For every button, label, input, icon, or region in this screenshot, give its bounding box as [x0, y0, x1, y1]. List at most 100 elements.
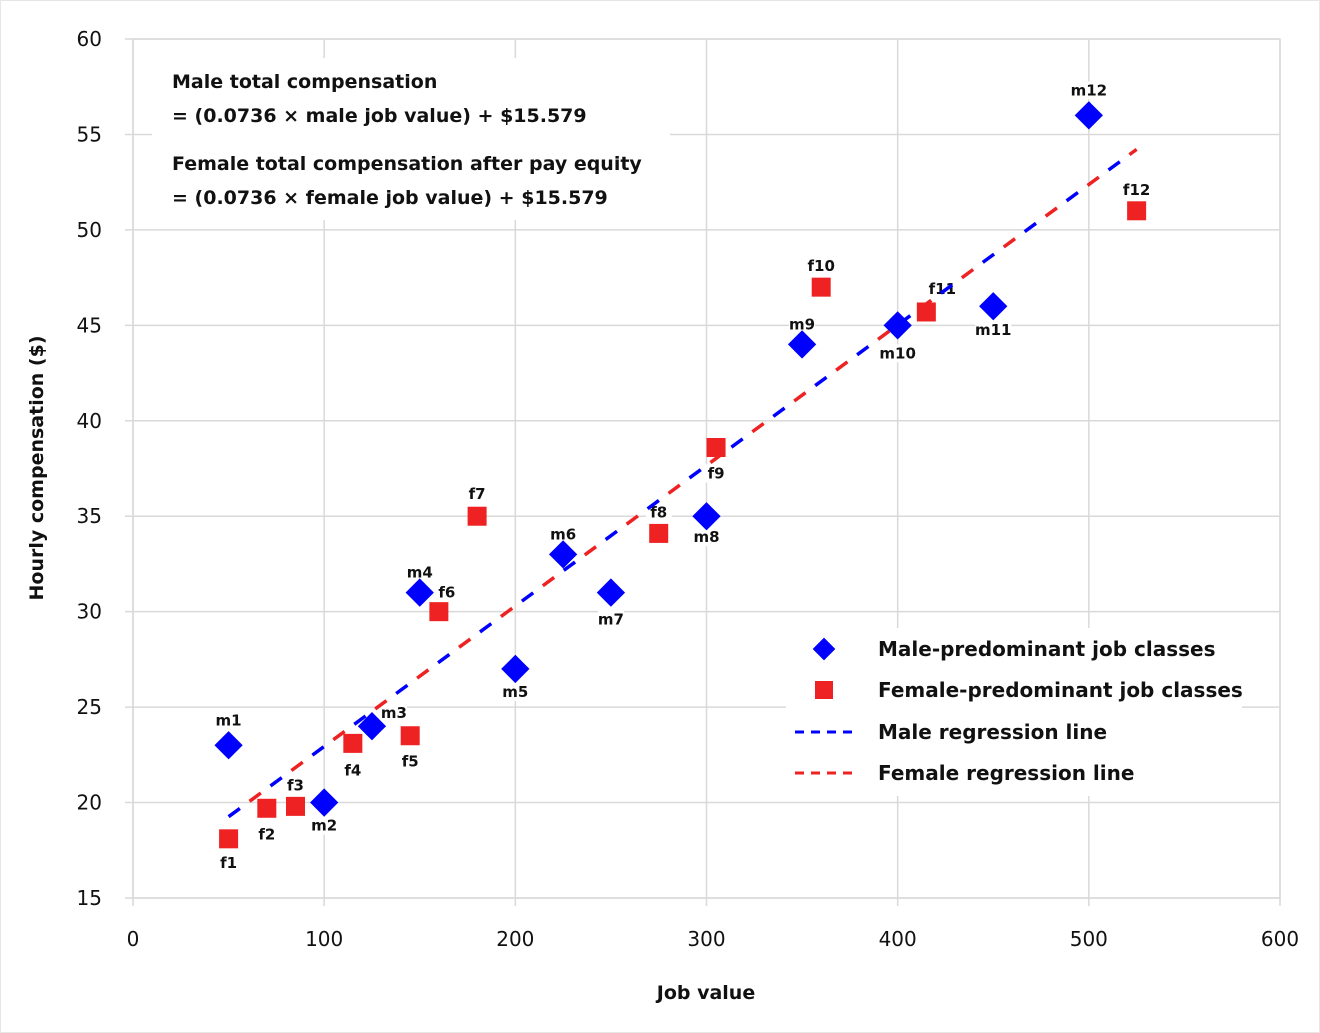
point-label-bg	[502, 682, 529, 701]
y-tick-labels: 15 20 25 30 35 40 45 50 55 60	[77, 27, 102, 910]
x-tick-labels: 0 100 200 300 400 500 600	[127, 927, 1299, 951]
point-label-bg	[693, 528, 720, 547]
point-label: m10	[879, 344, 916, 362]
point-label: m6	[550, 525, 576, 543]
point-label: f6	[438, 584, 455, 602]
female-point-f10[interactable]	[811, 277, 831, 297]
point-label-bg	[397, 752, 424, 771]
y-tick-label: 55	[77, 122, 102, 146]
point-label-bg	[464, 485, 491, 504]
point-label-bg	[879, 344, 916, 363]
female-point-f6[interactable]	[429, 602, 449, 622]
male-point-m6[interactable]	[548, 540, 578, 569]
y-tick-label: 15	[77, 886, 102, 910]
legend-item-female-points[interactable]: Female-predominant job classes	[815, 678, 1243, 702]
point-label-bg	[803, 257, 840, 276]
point-label-bg	[311, 816, 338, 835]
legend: Male-predominant job classes Female-pred…	[786, 628, 1243, 796]
point-label: f5	[402, 753, 419, 771]
male-point-m2[interactable]	[310, 788, 339, 817]
point-label-bg	[282, 776, 309, 795]
equation-annotation: Male total compensation = (0.0736 × male…	[152, 58, 670, 220]
point-label-bg	[1070, 81, 1107, 100]
y-tick-label: 40	[77, 409, 102, 433]
y-tick-label: 25	[77, 695, 102, 719]
female-point-f4[interactable]	[343, 733, 363, 753]
y-tick-label: 45	[77, 313, 102, 337]
point-label-bg	[433, 583, 460, 602]
male-regression-line	[227, 147, 1138, 819]
point-label-bg	[215, 853, 242, 872]
x-tick-label: 100	[305, 927, 343, 951]
female-point-f12[interactable]	[1127, 201, 1147, 221]
point-label: f11	[929, 280, 956, 298]
point-label: f8	[650, 503, 667, 521]
male-point-m11[interactable]	[979, 292, 1008, 321]
female-point-f7[interactable]	[467, 506, 487, 526]
male-point-m1[interactable]	[214, 731, 243, 760]
male-point-m3[interactable]	[357, 712, 387, 741]
legend-item-male-line[interactable]: Male regression line	[795, 720, 1107, 744]
data-points	[214, 101, 1147, 849]
regression-lines	[227, 147, 1138, 819]
point-label: m3	[381, 704, 407, 722]
female-point-f9[interactable]	[706, 438, 726, 458]
point-label: m9	[789, 315, 815, 333]
square-marker-icon	[815, 681, 833, 699]
plot-area-border	[132, 38, 1281, 899]
y-tick-label: 35	[77, 504, 102, 528]
female-equation-title: Female total compensation after pay equi…	[172, 153, 642, 175]
male-equation-formula: = (0.0736 × male job value) + $15.579	[172, 105, 587, 127]
legend-label-male-line: Male regression line	[878, 720, 1107, 744]
male-point-m7[interactable]	[596, 578, 626, 607]
point-label-bg	[253, 825, 280, 844]
point-label-bg	[597, 610, 624, 629]
point-label: f4	[344, 761, 361, 779]
female-point-f11[interactable]	[916, 302, 936, 322]
male-point-m9[interactable]	[787, 330, 817, 359]
legend-label-female-line: Female regression line	[878, 761, 1134, 785]
x-tick-label: 300	[687, 927, 725, 951]
point-label: f3	[287, 776, 304, 794]
x-tick-label: 0	[127, 927, 140, 951]
female-point-f1[interactable]	[219, 829, 239, 849]
point-label-bg	[215, 711, 242, 730]
point-label-bg	[789, 315, 816, 334]
female-point-f8[interactable]	[649, 523, 669, 543]
point-label: f9	[708, 465, 725, 483]
female-point-f2[interactable]	[257, 798, 277, 818]
male-point-m4[interactable]	[405, 578, 434, 607]
legend-item-female-line[interactable]: Female regression line	[795, 761, 1134, 785]
x-tick-label: 400	[879, 927, 917, 951]
female-regression-line	[227, 147, 1138, 819]
point-label: m8	[693, 528, 719, 546]
point-label: f1	[220, 854, 237, 872]
female-equation-formula: = (0.0736 × female job value) + $15.579	[172, 187, 608, 209]
point-label: m7	[598, 611, 624, 629]
point-label-bg	[703, 464, 730, 483]
y-tick-label: 30	[77, 600, 102, 624]
male-point-m12[interactable]	[1074, 101, 1103, 130]
male-point-m5[interactable]	[501, 654, 530, 684]
point-label: m1	[216, 711, 242, 729]
male-point-m8[interactable]	[692, 502, 721, 531]
legend-label-female-points: Female-predominant job classes	[878, 678, 1243, 702]
point-label: m12	[1071, 81, 1108, 99]
point-label-bg	[645, 503, 672, 522]
y-tick-label: 50	[77, 218, 102, 242]
point-labels: m1 m2 m3 m4 m5 m6 m7 m8 m9 m10 m11 m12 f1 f2 f3 f4 f5 f6 f…	[215, 81, 1155, 872]
male-point-m10[interactable]	[883, 311, 912, 340]
y-tick-label: 20	[77, 791, 102, 815]
point-label: f2	[258, 825, 275, 843]
female-point-f3[interactable]	[285, 796, 305, 816]
legend-box	[786, 628, 1242, 796]
x-tick-label: 600	[1261, 927, 1299, 951]
x-axis-title: Job value	[655, 982, 755, 1004]
x-tick-label: 200	[496, 927, 534, 951]
female-point-f5[interactable]	[400, 726, 420, 746]
legend-item-male-points[interactable]: Male-predominant job classes	[812, 637, 1216, 661]
point-label-bg	[339, 761, 366, 780]
point-label: m4	[407, 564, 433, 582]
point-label-bg	[406, 563, 433, 582]
